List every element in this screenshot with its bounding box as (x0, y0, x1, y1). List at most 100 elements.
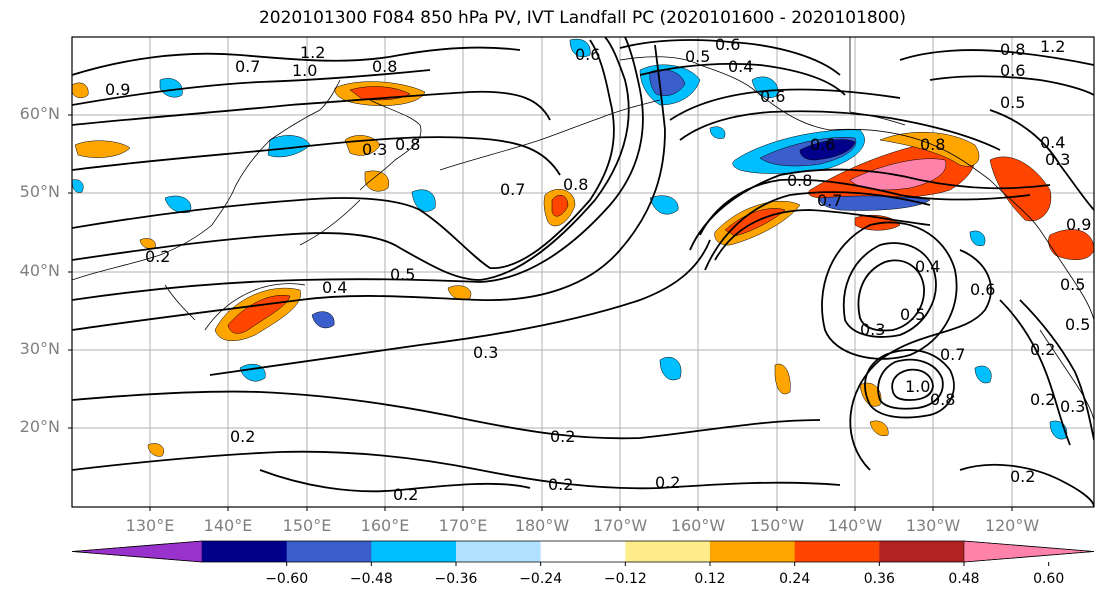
colorbar-outline (71, 540, 1095, 563)
colorbar-tick-label: −0.12 (603, 571, 647, 587)
pv-positive-small-10 (147, 443, 164, 457)
pv-positive-japan-core (227, 295, 291, 334)
contour-label: 0.6 (760, 87, 785, 106)
colorbar-cell (202, 541, 288, 562)
pv-positive-small-4 (364, 170, 390, 192)
lon-label: 160°W (670, 516, 726, 535)
contour-label: 0.4 (728, 57, 753, 76)
contour-east-2 (1019, 299, 1094, 441)
contour-label: 0.6 (575, 45, 600, 64)
contour-label: 0.4 (915, 257, 940, 276)
lon-label: 140°E (203, 516, 253, 535)
contour-ridge-3 (704, 191, 931, 271)
contour-label: 0.7 (500, 180, 525, 199)
contour-label: 0.2 (655, 473, 680, 492)
pv-negative-small-4 (411, 189, 436, 212)
colorbar-extend-high (963, 540, 1095, 563)
colorbar-cell (456, 541, 542, 562)
contour-label: 0.2 (1010, 467, 1035, 486)
pv-positive-gulf-east-fringe (879, 131, 980, 167)
colorbar-tick-label: −0.60 (265, 571, 309, 587)
contour-gulf-arc-2 (669, 88, 901, 121)
contour-label: 0.7 (817, 191, 842, 210)
lon-label: 170°W (592, 516, 648, 535)
coast-alaska (619, 56, 991, 181)
contour-label: 0.8 (787, 171, 812, 190)
contour-label: 0.6 (1000, 61, 1025, 80)
contour-ne-2 (929, 75, 1094, 96)
contour-label: 0.2 (230, 427, 255, 446)
ivt-contours (72, 37, 1094, 507)
lon-label: 120°W (984, 516, 1040, 535)
contour-label: 0.9 (105, 80, 130, 99)
contour-label: 0.7 (940, 345, 965, 364)
contour-03 (209, 239, 711, 376)
lon-label: 150°E (282, 516, 332, 535)
coast-asia (72, 79, 341, 281)
pv-negative-small-3 (164, 195, 192, 214)
contour-ne-1 (899, 49, 1094, 66)
contour-label: 0.5 (1000, 93, 1025, 112)
contour-label: 0.3 (1060, 397, 1085, 416)
coast-canada (989, 179, 1094, 321)
pv-negative-small-6 (311, 311, 335, 329)
colorbar-cell (286, 541, 372, 562)
contour-high-2 (857, 259, 925, 332)
coast-kamchatka (359, 99, 422, 191)
lon-label: 130°E (125, 516, 175, 535)
colorbar-tick-label: 0.60 (1033, 571, 1065, 587)
colorbar-extend-low (71, 540, 203, 563)
coast-kurils (299, 199, 361, 246)
contour-top-3 (72, 90, 551, 126)
contour-ridge-4 (714, 209, 931, 261)
contour-label: 0.8 (1000, 40, 1025, 59)
contour-label: 0.8 (395, 135, 420, 154)
lat-label: 60°N (19, 104, 60, 123)
contour-label: 0.5 (1060, 275, 1085, 294)
contour-label: 0.7 (235, 57, 260, 76)
colorbar-tick-label: −0.24 (519, 571, 563, 587)
border-alaska-bottom (849, 111, 906, 126)
lon-label: 140°W (827, 516, 883, 535)
lon-label: 160°E (360, 516, 410, 535)
contour-label: 1.2 (300, 43, 325, 62)
pv-negative-small-10 (569, 39, 591, 58)
contour-label: 0.5 (900, 305, 925, 324)
contour-label: 0.2 (548, 475, 573, 494)
contour-label: 0.6 (970, 280, 995, 299)
pv-positive-small-6 (774, 363, 791, 395)
contour-ridge-2 (689, 168, 1051, 251)
contour-label: 0.3 (362, 140, 387, 159)
lat-label: 20°N (19, 417, 60, 436)
colorbar-cell (710, 541, 796, 562)
pv-negative-small-12 (969, 230, 986, 246)
contour-label: 0.2 (550, 427, 575, 446)
contour-trough-3 (72, 37, 644, 301)
pv-negative-small-5 (649, 195, 679, 215)
contour-label: 1.2 (1040, 37, 1065, 56)
pv-positive-small-5 (447, 285, 472, 300)
contour-label: 0.2 (393, 485, 418, 504)
contour-low-3 (891, 368, 934, 401)
colorbar-cell (371, 541, 457, 562)
contour-ridge-1 (699, 178, 1031, 236)
lat-label: 30°N (19, 339, 60, 358)
contour-top-2 (72, 69, 431, 106)
contour-southeast-1 (959, 463, 1094, 507)
lon-label: 180°W (514, 516, 570, 535)
lon-label: 130°W (905, 516, 961, 535)
contour-trough-2 (72, 37, 630, 281)
contour-label: 0.2 (145, 247, 170, 266)
pv-positive-north-center-core (551, 194, 569, 217)
contour-label: 0.3 (473, 343, 498, 362)
coast-usa (1039, 329, 1094, 421)
colorbar-tick-label: 0.24 (779, 571, 811, 587)
pv-negative-small-14 (72, 179, 84, 193)
pv-positive-small-9 (869, 420, 889, 436)
contour-low-2 (877, 358, 944, 410)
colorbar-tick-label: −0.36 (434, 571, 478, 587)
contour-label-layer: 1.2 1.0 0.9 0.7 0.8 0.3 0.8 0.6 0.6 0.5 … (105, 37, 1091, 504)
contour-bering (619, 39, 841, 76)
contour-label: 0.5 (685, 47, 710, 66)
contour-gulf-arc (679, 110, 1001, 151)
